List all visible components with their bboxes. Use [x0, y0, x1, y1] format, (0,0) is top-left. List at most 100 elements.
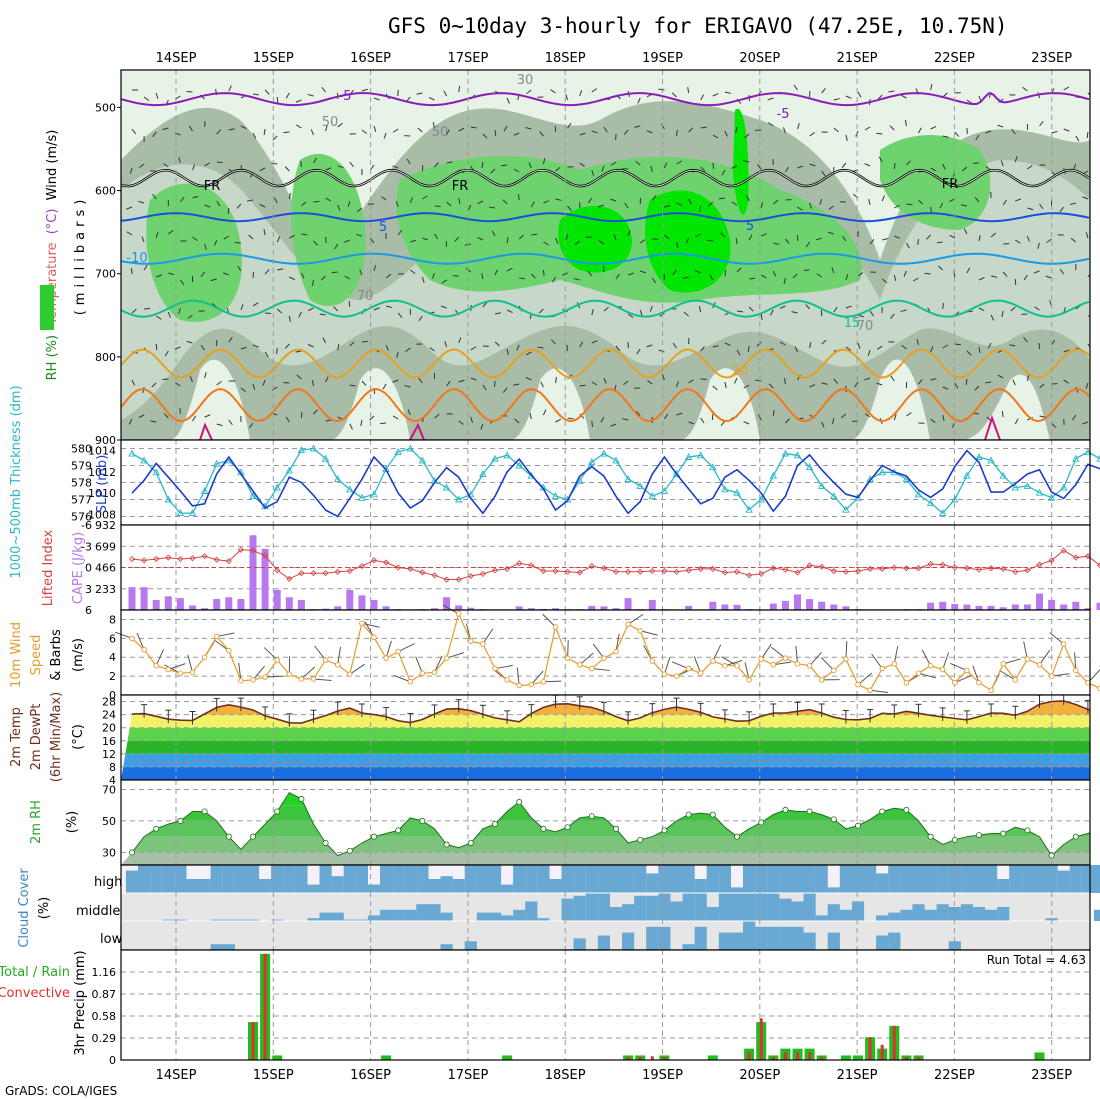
wind-barb-10m	[530, 670, 544, 685]
wind-barb	[311, 380, 314, 387]
wind-barb	[809, 202, 813, 209]
wind-barb	[494, 341, 500, 347]
thickness-point	[491, 454, 499, 462]
cloud-bar	[670, 901, 683, 921]
wind-barb	[647, 380, 653, 385]
lifted-index-point	[528, 562, 535, 569]
wind-barb	[446, 129, 450, 136]
wind-barb-10m	[349, 663, 366, 675]
wind-barb	[772, 409, 775, 417]
cloud-bar	[125, 870, 139, 893]
wind-barb	[782, 127, 786, 134]
precip-convective-bar	[251, 1022, 255, 1060]
stability-panel: -6 -3 0 3 6 932 699 466 233 Lifted Index CAPE (J…	[41, 519, 1100, 617]
wind-barb	[385, 305, 393, 309]
cape-bar	[939, 601, 947, 610]
wind-barb	[845, 95, 852, 99]
wind-barb	[610, 423, 617, 427]
cloud-bar	[755, 926, 768, 950]
thickness-point	[721, 485, 729, 493]
wind-speed-point	[395, 648, 401, 655]
thickness-point	[200, 487, 209, 494]
rh2m-point	[709, 811, 716, 818]
wind-barb	[417, 127, 423, 133]
wind-barb	[938, 265, 944, 271]
cloud-bar	[755, 865, 768, 893]
thickness-point	[394, 447, 402, 455]
wind-barb	[784, 166, 790, 173]
wind-barb	[1082, 196, 1089, 200]
contour-label: 30	[517, 73, 534, 88]
wind-speed-point	[383, 655, 389, 661]
wind-barb	[888, 90, 895, 93]
precip-convective-bar	[626, 1056, 630, 1060]
cloud-bar	[851, 901, 865, 921]
wind-tick-label: 8	[109, 613, 116, 626]
wind-barb	[736, 267, 742, 273]
slp-tick-label: 1008	[88, 508, 116, 521]
wind-barb	[724, 381, 727, 388]
cloud-bar	[222, 944, 235, 950]
wind-speed-point	[1036, 662, 1043, 668]
wind-barb	[700, 346, 705, 352]
precip-convective-bar	[820, 1056, 824, 1060]
cape-bar	[999, 607, 1007, 610]
precip-panel: 1.16 0.87 0.58 0.29 0 Run Total = 4.63 Total…	[0, 949, 1091, 1067]
wind-speed-point	[468, 638, 474, 644]
wind-barb	[905, 242, 910, 249]
wind-barb	[344, 275, 351, 280]
wind-barb	[845, 346, 852, 351]
contour-labels: -5 -5 FR FR FR 5 5 -10 15 20 30 50 50 70 70	[126, 73, 958, 379]
rh2m-point	[395, 827, 402, 834]
wind-barb	[369, 237, 375, 244]
cloud-bar	[343, 865, 356, 893]
wind-barb	[385, 344, 389, 351]
cloud-bar	[767, 926, 780, 950]
wind-barb	[131, 308, 137, 314]
wind-barb	[966, 350, 972, 356]
wind-barb	[893, 414, 897, 421]
wind-barb-10m	[542, 613, 556, 628]
wind-barb	[298, 311, 302, 318]
wind-barb	[1069, 202, 1076, 206]
temp2m-tick-label: 8	[109, 761, 116, 774]
wind-barb-10m	[663, 656, 671, 675]
cloud-bar	[404, 865, 417, 893]
cape-bar	[624, 598, 632, 610]
cloud-bar	[283, 865, 296, 893]
rh2m-point	[249, 833, 256, 840]
thickness-point	[793, 451, 802, 459]
thickness-point	[817, 481, 826, 489]
wind-barb	[446, 161, 453, 164]
wind-barb	[1086, 131, 1089, 139]
cloud-bar	[767, 865, 780, 893]
wind-barb	[591, 340, 598, 344]
temperature-unit-label: (°C)	[45, 209, 60, 235]
wind-barb	[747, 345, 750, 353]
thickness-point	[164, 495, 173, 503]
cloud-bar	[343, 919, 356, 921]
wind-barb	[1070, 237, 1077, 243]
top-date-axis: 14SEP 15SEP 16SEP 17SEP 18SEP 19SEP 20SEP 21SEP…	[156, 51, 1073, 66]
wind-barb	[574, 240, 581, 246]
wind-barb	[636, 411, 641, 417]
stability-series	[121, 535, 1100, 610]
wind-barb-10m	[845, 641, 848, 660]
wind-barb	[494, 129, 497, 137]
bottom-date-label: 16SEP	[350, 1068, 391, 1083]
cape-bar	[225, 597, 233, 610]
cloud-bar	[573, 938, 586, 950]
wind-barb	[429, 347, 435, 352]
wind-barb	[930, 378, 937, 381]
lifted-index-point	[370, 557, 378, 564]
wind-barb	[672, 342, 677, 349]
cape-bar	[806, 599, 814, 610]
wind-barb	[369, 415, 375, 421]
wind-barb	[962, 166, 968, 172]
precip-convective-bar	[880, 1044, 884, 1060]
lifted-index-point	[322, 570, 329, 577]
pressure-tick-label: 800	[95, 351, 116, 364]
wind-barb	[567, 417, 574, 420]
cape-tick-label: 233	[95, 583, 116, 596]
